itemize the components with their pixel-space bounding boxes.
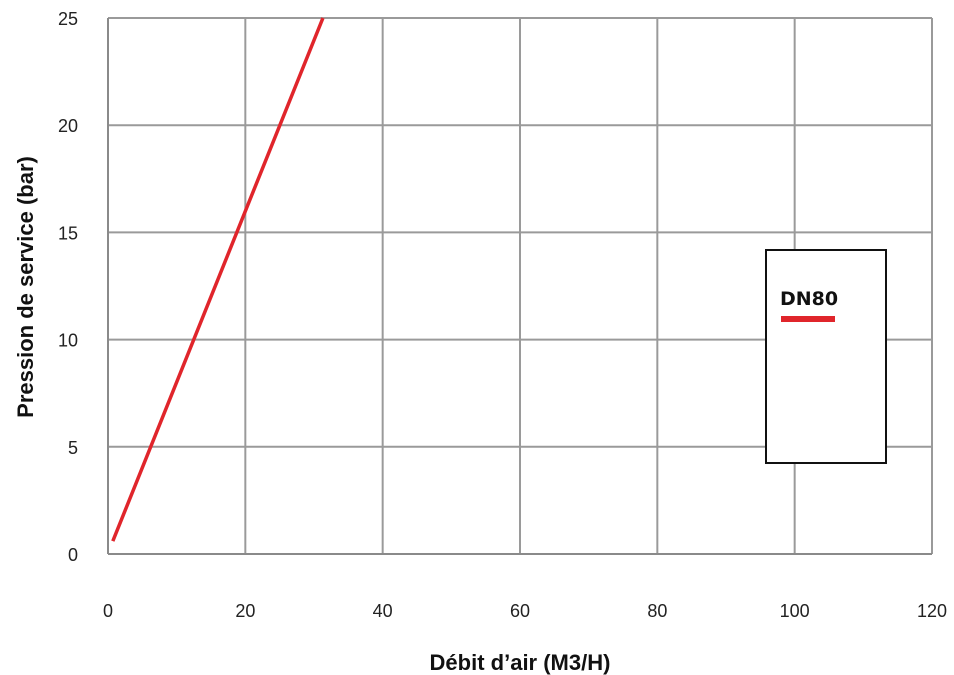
y-tick-label-4: 20 [58, 116, 78, 136]
y-axis-label: Pression de service (bar) [13, 156, 38, 418]
x-tick-label-4: 80 [647, 601, 667, 621]
legend: DN80 [765, 249, 887, 464]
y-tick-label-5: 25 [58, 9, 78, 29]
series-layer [111, 17, 325, 542]
legend-box [765, 249, 887, 464]
y-tick-label-0: 0 [68, 545, 78, 565]
legend-entry-label: DN80 [780, 288, 838, 310]
x-tick-label-6: 120 [917, 601, 947, 621]
axes [107, 18, 932, 555]
y-tick-label-3: 15 [58, 223, 78, 243]
y-tick-label-1: 5 [68, 438, 78, 458]
x-tick-label-5: 100 [780, 601, 810, 621]
x-tick-label-2: 40 [373, 601, 393, 621]
x-tick-label-1: 20 [235, 601, 255, 621]
y-tick-label-2: 10 [58, 331, 78, 351]
series-line-dn80 [111, 17, 325, 542]
y-tick-labels: 0 5 10 15 20 25 [58, 9, 78, 565]
x-tick-labels: 0 20 40 60 80 100 120 [103, 601, 947, 621]
x-tick-label-3: 60 [510, 601, 530, 621]
x-axis-label: Débit d’air (M3/H) [430, 650, 611, 675]
grid [107, 17, 933, 555]
x-tick-label-0: 0 [103, 601, 113, 621]
